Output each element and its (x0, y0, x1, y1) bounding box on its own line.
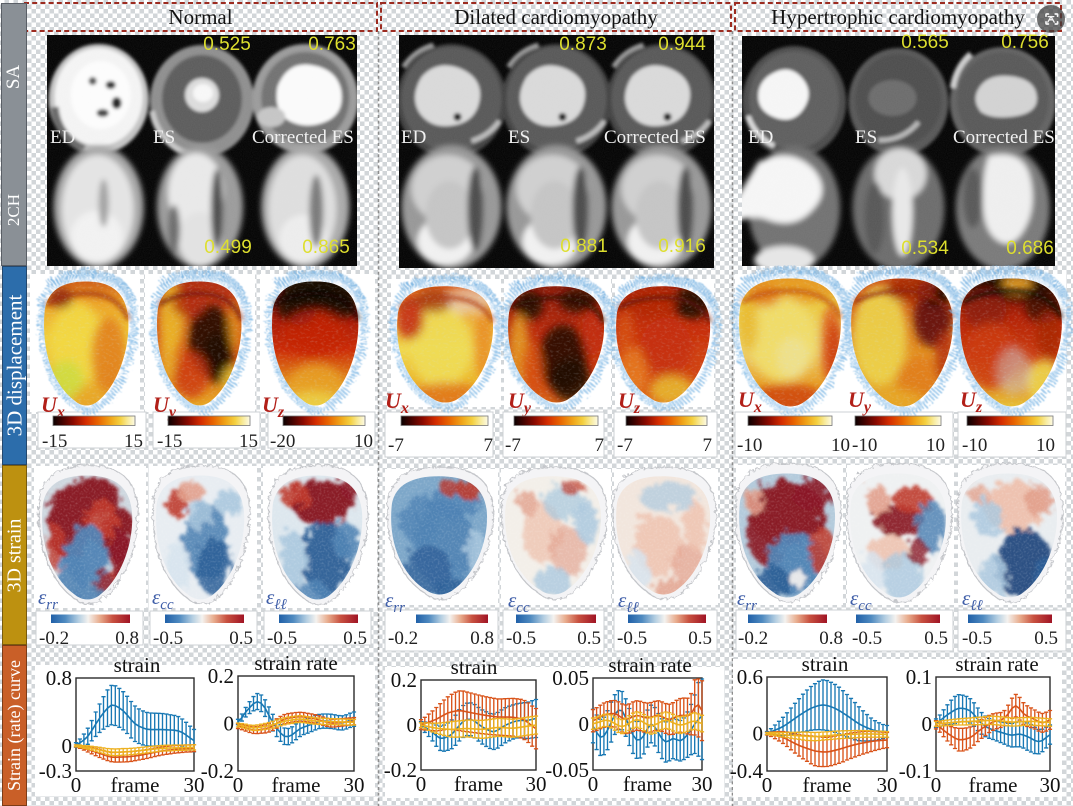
svg-text:0: 0 (762, 773, 773, 797)
svg-text:0: 0 (233, 773, 244, 797)
svg-text:-0.3: -0.3 (39, 759, 72, 783)
svg-text:7: 7 (595, 435, 605, 456)
svg-text:0: 0 (62, 734, 73, 758)
svg-text:-15: -15 (157, 431, 182, 452)
svg-text:15: 15 (239, 431, 258, 452)
svg-text:-0.05: -0.05 (545, 758, 589, 782)
svg-text:0: 0 (224, 712, 235, 736)
svg-text:0.8: 0.8 (819, 628, 843, 649)
svg-text:-10: -10 (962, 435, 987, 456)
svg-text:-0.4: -0.4 (730, 759, 764, 783)
svg-text:0: 0 (588, 772, 599, 796)
svg-text:strain: strain (114, 653, 161, 677)
svg-text:frame: frame (111, 773, 160, 797)
svg-text:30: 30 (877, 773, 898, 797)
svg-text:0.8: 0.8 (115, 628, 139, 649)
svg-text:0.05: 0.05 (552, 666, 589, 690)
svg-text:30: 30 (344, 773, 365, 797)
svg-text:-0.5: -0.5 (962, 628, 992, 649)
svg-text:10: 10 (926, 435, 945, 456)
svg-text:0.5: 0.5 (924, 628, 948, 649)
svg-text:30: 30 (692, 772, 713, 796)
svg-text:-0.5: -0.5 (852, 628, 882, 649)
svg-text:-0.5: -0.5 (506, 628, 536, 649)
svg-text:-0.2: -0.2 (384, 758, 417, 782)
svg-text:7: 7 (703, 435, 713, 456)
svg-text:strain: strain (451, 655, 498, 679)
svg-text:-0.5: -0.5 (153, 628, 183, 649)
svg-text:30: 30 (1040, 773, 1061, 797)
svg-text:frame: frame (623, 772, 672, 796)
svg-text:0.1: 0.1 (906, 665, 932, 689)
svg-text:0: 0 (753, 721, 764, 745)
svg-text:0: 0 (931, 773, 942, 797)
svg-text:strain rate: strain rate (254, 651, 337, 675)
svg-text:-0.2: -0.2 (738, 628, 768, 649)
svg-text:0: 0 (579, 712, 590, 736)
svg-text:frame: frame (803, 773, 852, 797)
svg-text:7: 7 (484, 435, 494, 456)
svg-text:0.2: 0.2 (391, 668, 417, 692)
svg-text:frame: frame (454, 772, 503, 796)
svg-text:strain rate: strain rate (608, 653, 691, 677)
svg-text:strain rate: strain rate (955, 652, 1038, 676)
svg-text:0.5: 0.5 (577, 628, 601, 649)
svg-text:0: 0 (71, 773, 82, 797)
svg-text:-7: -7 (505, 435, 521, 456)
svg-text:0.5: 0.5 (688, 628, 712, 649)
svg-text:0.5: 0.5 (229, 628, 253, 649)
svg-text:-10: -10 (852, 435, 877, 456)
svg-text:-0.2: -0.2 (388, 628, 418, 649)
svg-text:0.6: 0.6 (737, 665, 763, 689)
svg-text:10: 10 (1036, 435, 1055, 456)
svg-text:0: 0 (416, 772, 427, 796)
svg-text:15: 15 (124, 431, 143, 452)
svg-text:30: 30 (526, 772, 547, 796)
svg-text:-0.5: -0.5 (617, 628, 647, 649)
svg-text:0.5: 0.5 (1034, 628, 1058, 649)
svg-text:-20: -20 (270, 431, 295, 452)
svg-text:0: 0 (407, 713, 418, 737)
svg-text:-0.2: -0.2 (201, 759, 234, 783)
svg-text:10: 10 (831, 435, 850, 456)
svg-text:0: 0 (922, 712, 933, 736)
svg-text:-10: -10 (737, 435, 762, 456)
svg-text:10: 10 (354, 431, 373, 452)
svg-text:-0.5: -0.5 (267, 628, 297, 649)
svg-text:-15: -15 (42, 431, 67, 452)
svg-text:frame: frame (969, 773, 1018, 797)
svg-text:-7: -7 (617, 435, 633, 456)
svg-text:0.8: 0.8 (46, 666, 72, 690)
svg-text:-0.1: -0.1 (899, 759, 932, 783)
svg-text:-0.2: -0.2 (39, 628, 69, 649)
svg-text:30: 30 (184, 773, 205, 797)
svg-text:strain: strain (802, 652, 849, 676)
svg-text:frame: frame (272, 773, 321, 797)
svg-text:-7: -7 (388, 435, 404, 456)
svg-text:0.2: 0.2 (208, 664, 234, 688)
svg-text:0.5: 0.5 (343, 628, 367, 649)
svg-text:0.8: 0.8 (470, 628, 494, 649)
